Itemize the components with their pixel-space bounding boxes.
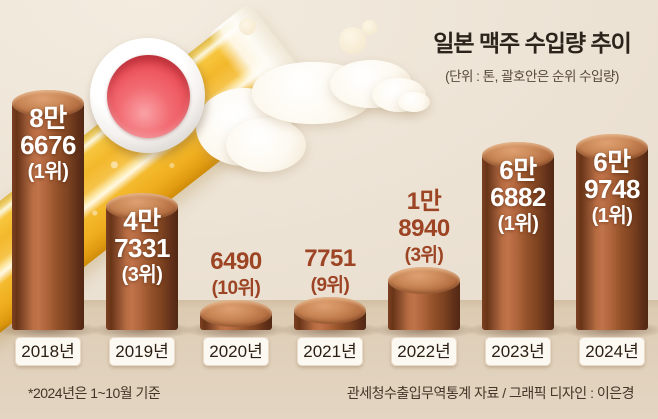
japan-flag-icon (90, 38, 205, 153)
bar-value-text: 8940 (398, 215, 450, 242)
foam-droplet (362, 20, 377, 35)
bar-rank-text: (10위) (211, 278, 261, 299)
bar-value-text: 4만 (123, 206, 161, 236)
bar-cap (106, 193, 178, 220)
bar-value-label: 6만 6882 (1위) (460, 157, 576, 238)
bar-cylinder (482, 155, 554, 330)
bar-value-text: 7751 (304, 245, 356, 272)
bar-rank-text: (3위) (121, 264, 163, 286)
year-label: 2019년 (109, 337, 175, 366)
bar-value-text: 6만 (499, 155, 537, 185)
footnote: *2024년은 1~10월 기준 (28, 385, 161, 401)
bar-value-label: 1만 8940 (3위) (366, 188, 482, 269)
bar-value-text: 7331 (114, 233, 170, 263)
bar-value-text: 6676 (20, 130, 76, 160)
foam-droplet (339, 27, 366, 54)
beer-foam-blob (226, 118, 306, 172)
bar-rank-text: (1위) (27, 161, 69, 183)
bar-rank-text: (9위) (310, 275, 350, 296)
year-label: 2021년 (297, 337, 363, 366)
year-label: 2022년 (391, 337, 457, 366)
bar-cap (200, 300, 272, 327)
year-label: 2018년 (15, 337, 81, 366)
bar-cap (294, 297, 366, 324)
bar-value-label: 8만 6676 (1위) (0, 105, 106, 186)
bar-cylinder (12, 103, 84, 330)
chart-title: 일본 맥주 수입량 추이 (433, 30, 632, 56)
source-credit: 관세청수출입무역통계 자료 / 그래픽 디자인 : 이은경 (346, 385, 635, 401)
bar-value-text: 6490 (210, 248, 262, 275)
bar-cylinder (106, 206, 178, 330)
bar-value-label: 6490 (10위) (178, 248, 294, 302)
bar-rank-text: (1위) (591, 205, 633, 227)
year-label: 2023년 (485, 337, 551, 366)
bar-value-label: 4만 7331 (3위) (84, 208, 200, 289)
bar-cap (482, 142, 554, 169)
bar-value-text: 8만 (29, 103, 67, 133)
bar-value-label: 7751 (9위) (272, 245, 388, 299)
bar-value-text: 1만 (406, 188, 442, 215)
bar-value-label: 6만 9748 (1위) (554, 149, 658, 230)
japan-flag-red-circle (106, 54, 190, 138)
foam-droplet (239, 18, 256, 35)
year-label: 2024년 (579, 337, 645, 366)
bar-value-text: 6만 (593, 147, 631, 177)
chart-subtitle: (단위 : 톤, 괄호안은 순위 수입량) (445, 69, 619, 84)
bar-cap (388, 267, 460, 294)
bar-cylinder (576, 147, 648, 330)
year-label: 2020년 (203, 337, 269, 366)
bar-rank-text: (3위) (404, 245, 444, 266)
bar-rank-text: (1위) (497, 213, 539, 235)
beer-foam-blob (398, 92, 430, 112)
bar-cap (576, 134, 648, 161)
bar-value-text: 9748 (584, 174, 640, 204)
bar-cap (12, 90, 84, 117)
chart-header: 일본 맥주 수입량 추이 (단위 : 톤, 괄호안은 순위 수입량) (404, 24, 658, 85)
bar-value-text: 6882 (490, 182, 546, 212)
